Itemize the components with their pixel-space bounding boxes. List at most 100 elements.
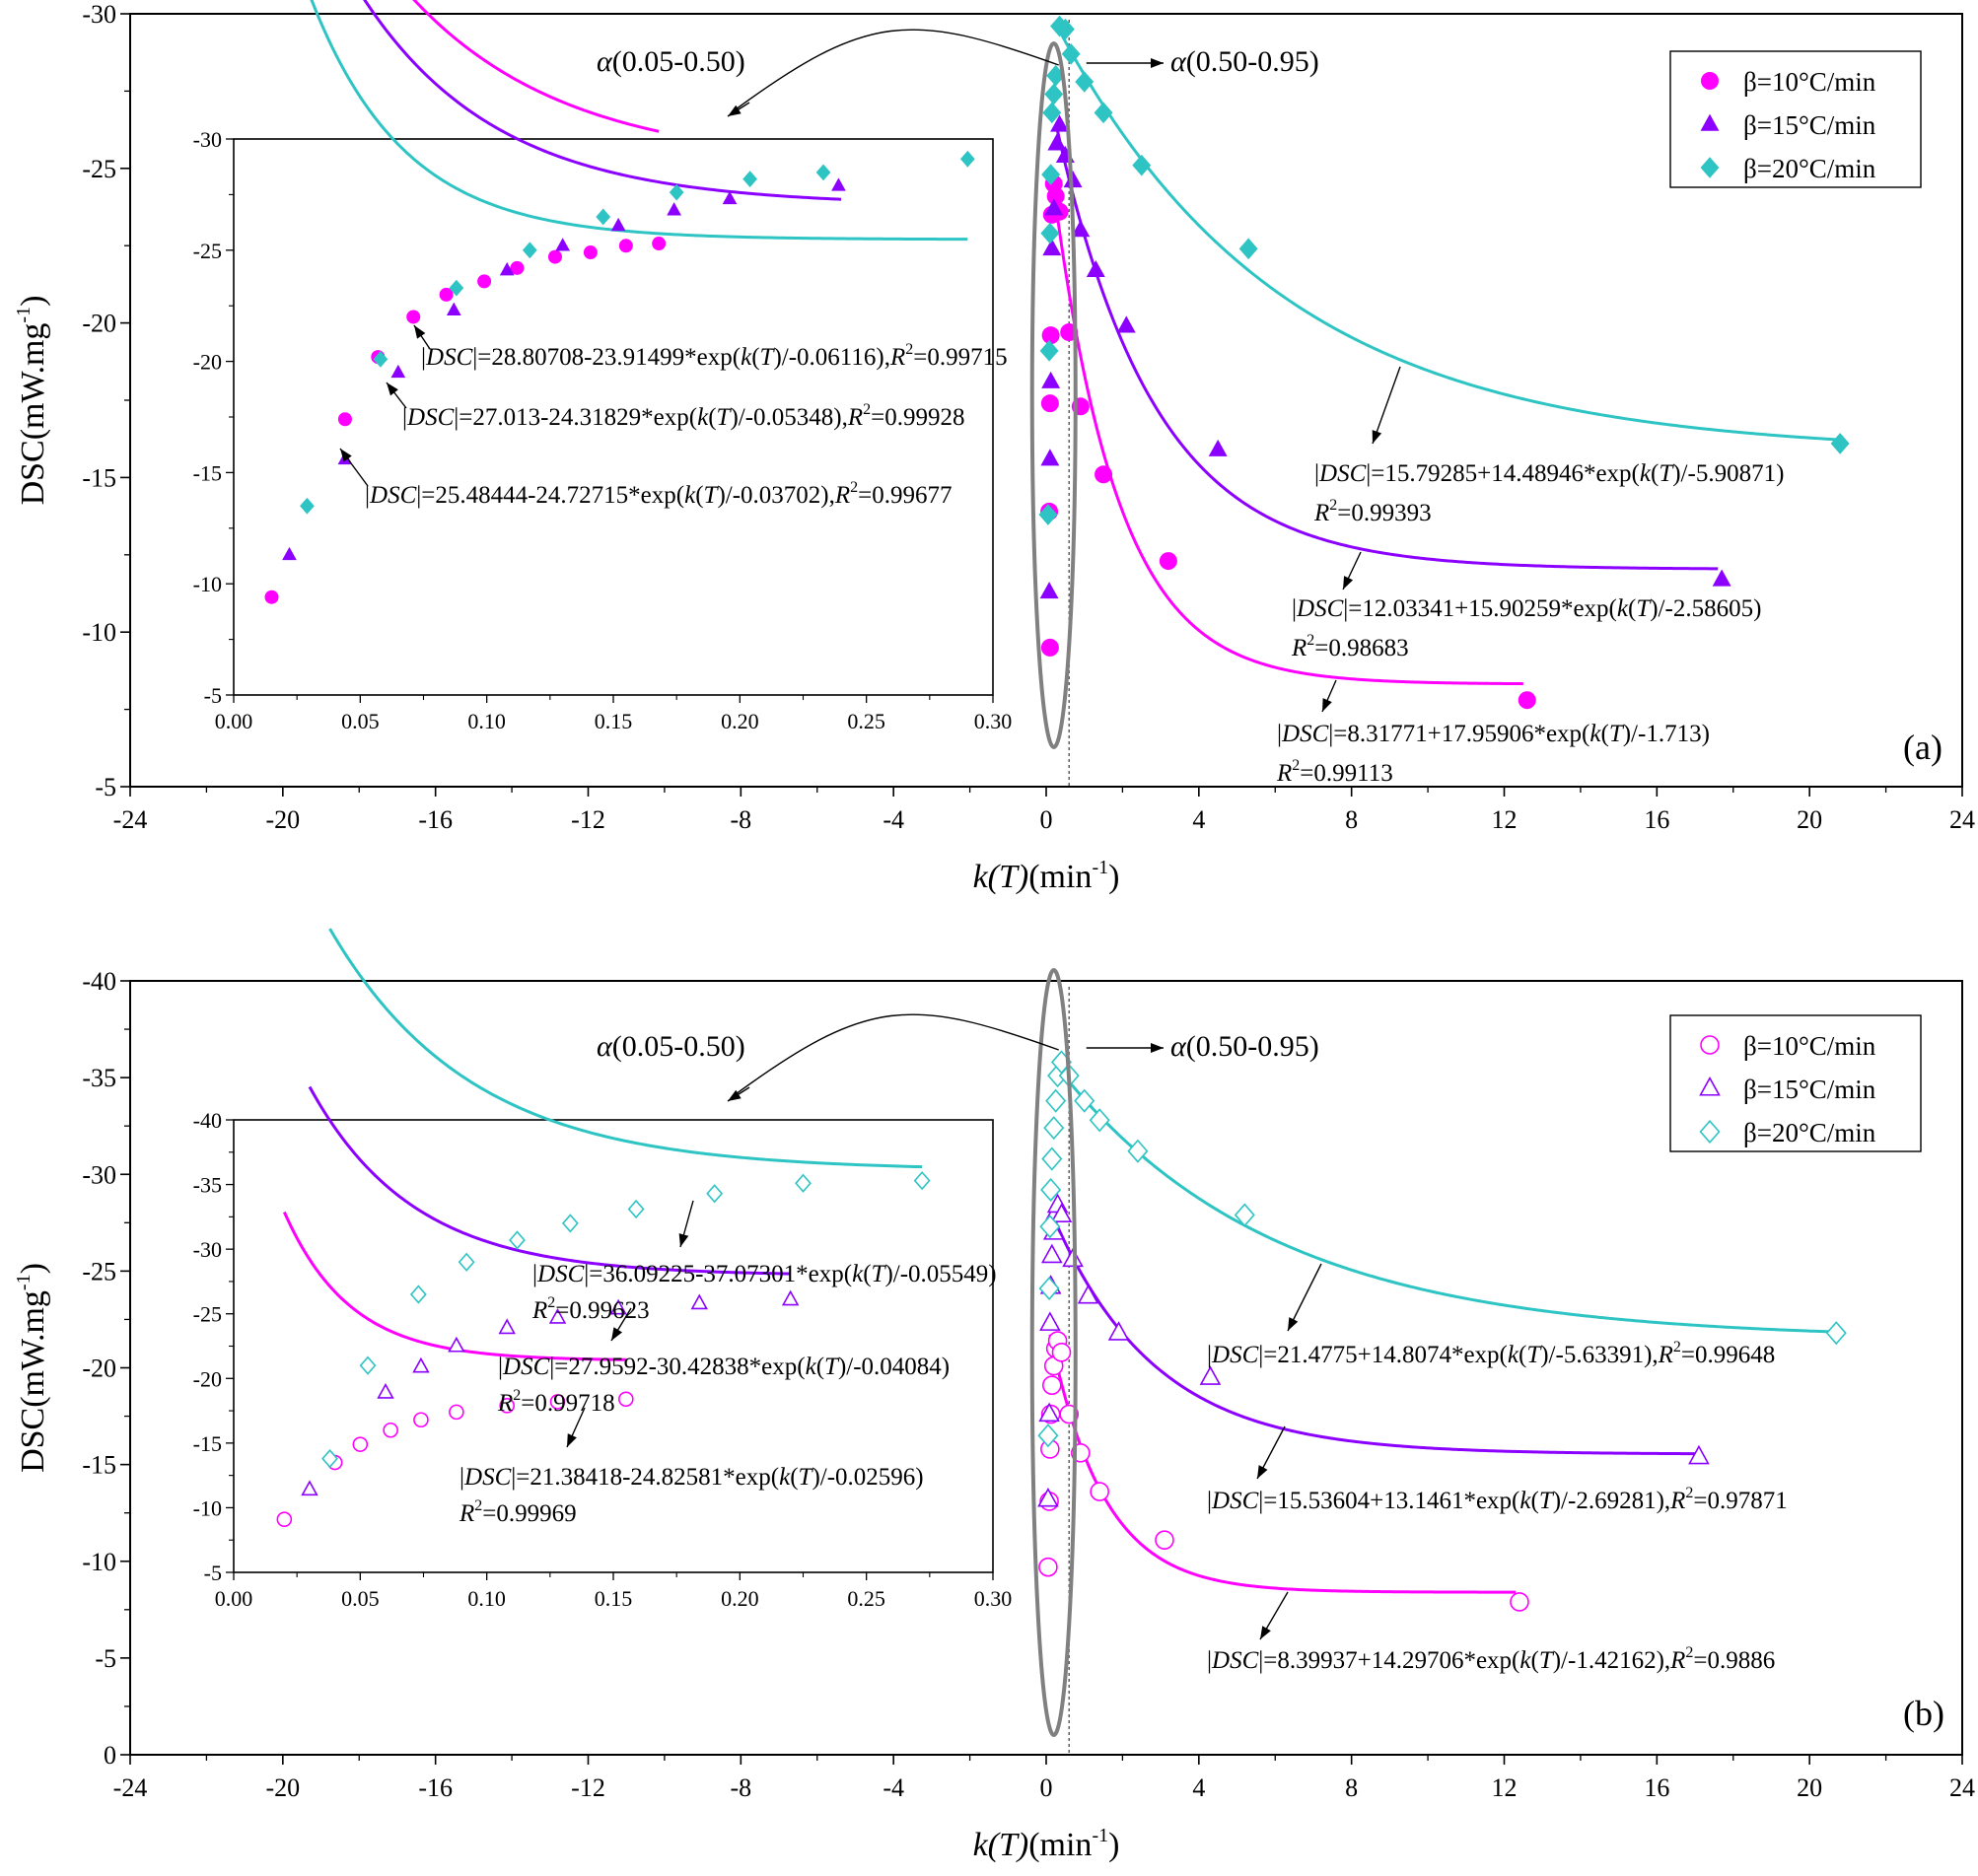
data-point bbox=[1044, 198, 1064, 216]
inset-chart: 0.00 0.05 0.10 0.15 0.20 0.25 0.30 -30 -25 -20 -15… bbox=[193, 0, 1012, 733]
data-point bbox=[413, 1412, 429, 1428]
data-point bbox=[1061, 42, 1081, 65]
data-point bbox=[1041, 326, 1060, 345]
fit-equation-label: |DSC|=12.03341+15.90259*exp(k(T)/-2.5860… bbox=[1292, 595, 1761, 622]
data-point bbox=[1055, 18, 1075, 40]
data-point bbox=[1107, 1321, 1130, 1341]
data-point bbox=[609, 1298, 627, 1315]
arrow-head bbox=[611, 1327, 623, 1341]
inset-series-3 bbox=[300, 150, 975, 515]
data-point bbox=[1039, 1311, 1061, 1331]
fit-r2-label: R2=0.99969 bbox=[459, 1497, 577, 1527]
data-point bbox=[1074, 1088, 1095, 1113]
inset-y-tick-label: -25 bbox=[193, 1302, 222, 1327]
x-axis-title: k(T)(min-1) bbox=[973, 857, 1120, 895]
data-point bbox=[547, 249, 562, 264]
y-tick-label: -10 bbox=[82, 1548, 116, 1576]
fit-r2-label: R2=0.99113 bbox=[1276, 757, 1393, 787]
data-point bbox=[1518, 691, 1536, 710]
data-point bbox=[1075, 71, 1095, 93]
x-axis-title: k(T)(min-1) bbox=[973, 1825, 1120, 1863]
inset-fit-label: |DSC|=36.09225-37.07301*exp(k(T)/-0.0554… bbox=[532, 1261, 997, 1287]
data-point bbox=[1040, 222, 1060, 244]
data-point bbox=[1089, 1108, 1110, 1133]
arrow-head bbox=[340, 449, 352, 462]
data-point bbox=[1077, 1284, 1099, 1304]
annotation-arrow bbox=[1372, 366, 1401, 445]
inset-y-tick-label: -25 bbox=[193, 239, 222, 263]
inset-y-tick-label: -30 bbox=[193, 1237, 222, 1262]
arrow-head bbox=[1288, 1317, 1299, 1331]
inset-fit-label: |DSC|=27.9592-30.42838*exp(k(T)/-0.04084… bbox=[498, 1354, 950, 1380]
inset-x-tick-label: 0.00 bbox=[215, 1586, 253, 1611]
data-point bbox=[390, 364, 406, 379]
panel-a: -24 -20 -16 -12 -8 -4 0 4 8 12 16 20 24 -30 -25 -20 -15 -… bbox=[13, 0, 1975, 895]
legend-label: β=10°C/min bbox=[1743, 1031, 1876, 1061]
inset-x-tick-label: 0.10 bbox=[467, 709, 506, 733]
data-point bbox=[439, 287, 454, 302]
data-point bbox=[510, 260, 525, 275]
inset-x-tick-label: 0.10 bbox=[467, 1586, 506, 1611]
arrow-head bbox=[728, 104, 742, 116]
panel-b: -24 -20 -16 -12 -8 -4 0 4 8 12 16 20 24-40-35-30-25-… bbox=[13, 928, 1975, 1863]
data-point bbox=[652, 237, 667, 251]
x-tick-label: -16 bbox=[418, 1773, 453, 1802]
inset-x-tick-label: 0.25 bbox=[847, 1586, 885, 1611]
data-point bbox=[498, 1318, 516, 1335]
arrow-head bbox=[414, 325, 426, 339]
alpha-right-label: α(0.50-0.95) bbox=[1170, 45, 1319, 78]
legend-label: β=10°C/min bbox=[1743, 67, 1876, 97]
data-point bbox=[321, 1448, 338, 1469]
data-point bbox=[583, 245, 598, 260]
inset-series-2 bbox=[282, 177, 846, 561]
inset-y-tick-label: -30 bbox=[193, 127, 222, 152]
x-tick-label: 4 bbox=[1192, 1773, 1205, 1802]
y-tick-label: -35 bbox=[82, 1064, 116, 1092]
y-tick-label: -30 bbox=[82, 1160, 116, 1189]
data-point bbox=[1038, 1277, 1060, 1301]
data-point bbox=[1040, 638, 1059, 657]
data-point bbox=[549, 1394, 566, 1410]
data-point bbox=[1699, 1076, 1721, 1096]
inset-y-tick-label: -40 bbox=[193, 1108, 222, 1133]
x-tick-label: -4 bbox=[883, 1773, 904, 1802]
data-point bbox=[1238, 238, 1258, 260]
legend-label: β=15°C/min bbox=[1743, 110, 1876, 140]
data-point bbox=[1050, 114, 1070, 132]
data-point bbox=[1050, 1203, 1073, 1223]
data-point bbox=[1041, 1243, 1063, 1264]
data-point bbox=[477, 274, 492, 289]
x-tick-label: 20 bbox=[1797, 1773, 1822, 1802]
inset-y-tick-label: -5 bbox=[204, 1561, 222, 1585]
inset-x-tick-label: 0.25 bbox=[847, 709, 885, 733]
inset-y-tick-label: -20 bbox=[193, 1366, 222, 1391]
inset-x-tick-label: 0.30 bbox=[974, 1586, 1013, 1611]
inset-y-tick-label: -15 bbox=[193, 460, 222, 485]
data-point bbox=[276, 1511, 293, 1528]
x-tick-label: 24 bbox=[1949, 805, 1975, 834]
data-point bbox=[1039, 1215, 1061, 1239]
data-point bbox=[1116, 315, 1136, 333]
inset-series-2 bbox=[301, 1289, 800, 1496]
legend-label: β=20°C/min bbox=[1743, 154, 1876, 183]
x-tick-label: 24 bbox=[1949, 1773, 1975, 1802]
inset-series-3 bbox=[321, 1171, 931, 1469]
data-point bbox=[1040, 394, 1059, 413]
fit-curve-2 bbox=[1056, 131, 1719, 571]
inset-fit-label: |DSC|=27.013-24.31829*exp(k(T)/-0.05348)… bbox=[402, 401, 965, 431]
data-point bbox=[561, 1214, 579, 1233]
data-point bbox=[1041, 371, 1061, 388]
x-tick-label: 16 bbox=[1644, 1773, 1669, 1802]
data-point bbox=[522, 242, 537, 259]
data-point bbox=[1045, 1088, 1067, 1113]
arrow-head bbox=[1260, 1626, 1271, 1639]
data-point bbox=[1155, 1530, 1174, 1550]
alpha-left-label: α(0.05-0.50) bbox=[597, 1030, 745, 1063]
data-point bbox=[610, 217, 626, 232]
x-tick-label: 16 bbox=[1644, 805, 1669, 834]
data-point bbox=[815, 164, 831, 181]
data-point bbox=[1700, 71, 1720, 91]
highlight-ellipse bbox=[1029, 968, 1078, 1737]
data-point bbox=[1047, 133, 1067, 151]
data-point bbox=[1700, 113, 1720, 131]
